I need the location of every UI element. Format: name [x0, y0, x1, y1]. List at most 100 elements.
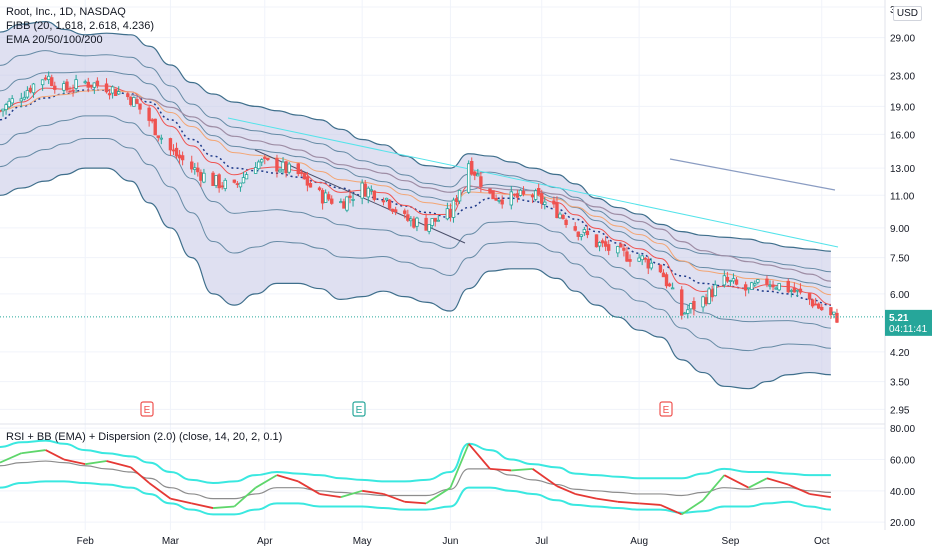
candle-body [0, 110, 2, 112]
candle-body [168, 138, 173, 151]
candle-body [110, 86, 115, 94]
rsi-bb-upper [0, 439, 831, 484]
candle-body [86, 81, 90, 88]
candle-body [348, 195, 352, 198]
x-axis: Feb Mar Apr May Jun Jul Aug Sep Oct [77, 536, 830, 547]
candle-body [792, 287, 797, 293]
candle-body [750, 282, 754, 290]
rsi-segment [170, 497, 192, 505]
candle-body [244, 174, 249, 180]
earnings-marker-box [140, 401, 154, 417]
candle-body [713, 284, 717, 297]
candle-body [573, 226, 577, 231]
candle-body [299, 172, 304, 174]
rsi-segment [468, 443, 491, 470]
legend-fibb[interactable]: FIBB (20, 1.618, 2.618, 4.236) [6, 20, 154, 32]
candle-body [326, 194, 331, 200]
candle-body [113, 88, 118, 97]
y-tick-label: 29.00 [890, 34, 915, 45]
candle-body [488, 188, 492, 194]
candle-body [832, 311, 836, 315]
legend-symbol[interactable]: Root, Inc., 1D, NASDAQ [6, 6, 126, 18]
band-inner-upper-0 [0, 70, 831, 288]
candle-body [722, 275, 727, 286]
rsi-segment [404, 500, 427, 505]
legend-rsi[interactable]: RSI + BB (EMA) + Dispersion (2.0) (close… [6, 431, 283, 443]
candle-body [199, 172, 203, 181]
candle-body [533, 190, 538, 200]
candle-body [765, 278, 769, 285]
candle-body [345, 196, 349, 211]
candle-body [339, 201, 343, 204]
rsi-segment [425, 486, 451, 505]
candle-body [768, 284, 772, 287]
legend-ema[interactable]: EMA 20/50/100/200 [6, 34, 103, 46]
x-tick-label: Aug [630, 536, 648, 547]
candle-body [89, 84, 94, 88]
candle-body [74, 79, 78, 89]
candle-body [448, 208, 453, 218]
y-tick-label: 16.00 [890, 130, 915, 141]
candle-body [457, 189, 462, 202]
candle-body [813, 303, 818, 306]
ema100-line [130, 94, 831, 282]
y-tick-label: 23.00 [890, 71, 915, 82]
candle-body [512, 193, 517, 196]
candle-body [540, 193, 544, 204]
candle-body [296, 163, 300, 175]
candle-body [238, 182, 243, 188]
candle-body [381, 200, 386, 203]
rsi-segment [809, 493, 832, 498]
last-price-value: 5.21 [889, 313, 909, 324]
rsi-segment [639, 502, 661, 506]
earnings-marker-label: E [663, 405, 670, 416]
candle-body [4, 104, 8, 111]
candle-body [190, 161, 194, 170]
candle-body [40, 79, 45, 86]
candle-body [95, 80, 100, 86]
candle-body [260, 159, 264, 163]
candle-body [7, 100, 11, 108]
candle-body [363, 183, 367, 197]
candle-body [217, 174, 221, 189]
candle-body [807, 293, 812, 300]
candle-body [625, 251, 629, 262]
candle-body [594, 234, 599, 248]
candle-body [500, 199, 504, 205]
candle-body [558, 213, 562, 219]
candle-body [664, 274, 669, 287]
rsi-y-tick-label: 40.00 [890, 487, 915, 498]
candle-body [616, 246, 620, 254]
candle-body [786, 280, 790, 293]
candle-body [667, 283, 672, 287]
candles [0, 71, 839, 324]
candle-body [774, 287, 778, 290]
candle-body [470, 161, 474, 175]
candle-body [427, 224, 431, 232]
candle-body [360, 182, 364, 199]
currency-button[interactable]: USD [892, 6, 922, 21]
candle-body [451, 199, 456, 218]
rsi-segment [702, 474, 726, 501]
rsi-y-tick-label: 60.00 [890, 455, 915, 466]
rsi-panel [0, 439, 832, 516]
candle-body [454, 198, 459, 203]
candle-body [509, 191, 514, 206]
y-tick-label: 2.95 [890, 405, 910, 416]
candle-body [393, 209, 398, 213]
candle-body [104, 83, 109, 93]
candle-body [211, 172, 215, 186]
candle-body [515, 193, 520, 198]
rsi-segment [748, 477, 768, 489]
candle-body [220, 185, 224, 188]
earnings-marker-box [352, 401, 366, 417]
candle-body [561, 214, 565, 219]
candle-body [317, 187, 322, 191]
candle-body [235, 183, 240, 186]
rsi-segment [511, 467, 533, 472]
candle-body [415, 217, 419, 227]
rsi-segment [130, 466, 150, 484]
candle-body [180, 155, 185, 161]
candle-body [552, 200, 556, 205]
